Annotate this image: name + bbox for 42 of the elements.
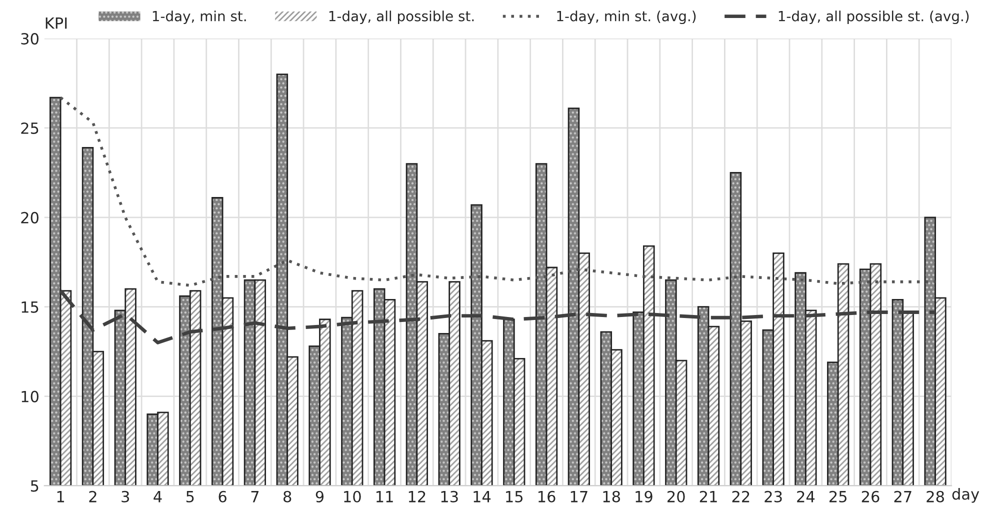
y-tick-label: 5: [30, 480, 38, 492]
y-tick-label: 15: [22, 302, 38, 313]
x-tick-label: 10: [344, 490, 361, 502]
x-tick-label: 6: [218, 490, 226, 502]
legend-label: 1-day, all possible st.: [329, 10, 474, 24]
x-axis-title: day: [952, 488, 980, 503]
line-series: [59, 96, 937, 287]
y-tick-label: 20: [21, 212, 38, 224]
x-tick-label: 27: [894, 490, 912, 502]
x-tick-label: 12: [408, 490, 426, 502]
x-tick-label: 1: [57, 491, 64, 502]
x-tick-label: 8: [284, 490, 292, 502]
legend-label: 1-day, min st. (avg.): [557, 10, 696, 24]
x-tick-label: 23: [764, 490, 782, 502]
x-tick-label: 9: [316, 490, 324, 502]
y-tick-label: 10: [22, 390, 38, 402]
x-tick-label: 3: [122, 490, 129, 502]
x-tick-label: 17: [570, 491, 588, 502]
y-tick-label: 30: [21, 33, 38, 45]
x-tick-label: 20: [668, 490, 685, 502]
legend-label: 1-day, min st.: [152, 10, 246, 24]
x-tick-label: 19: [636, 490, 652, 502]
x-tick-label: 24: [797, 490, 815, 502]
x-tick-label: 2: [89, 490, 96, 502]
y-axis-title: KPI: [46, 18, 67, 29]
x-tick-label: 25: [830, 490, 846, 502]
x-tick-label: 5: [186, 491, 194, 502]
line-series: [58, 289, 938, 344]
x-tick-label: 11: [376, 491, 393, 502]
x-tick-label: 14: [474, 491, 491, 502]
x-tick-label: 4: [154, 491, 162, 502]
x-tick-label: 18: [603, 490, 620, 502]
x-tick-label: 26: [862, 490, 880, 502]
y-tick-label: 25: [21, 122, 38, 134]
legend-label: 1-day, all possible st. (avg.): [778, 10, 969, 24]
x-tick-label: 16: [538, 490, 556, 502]
x-tick-label: 21: [700, 490, 717, 502]
x-tick-label: 7: [251, 491, 259, 502]
x-tick-label: 22: [732, 490, 750, 502]
x-tick-label: 13: [441, 490, 458, 502]
x-tick-label: 28: [926, 490, 944, 502]
x-tick-label: 15: [506, 491, 523, 502]
